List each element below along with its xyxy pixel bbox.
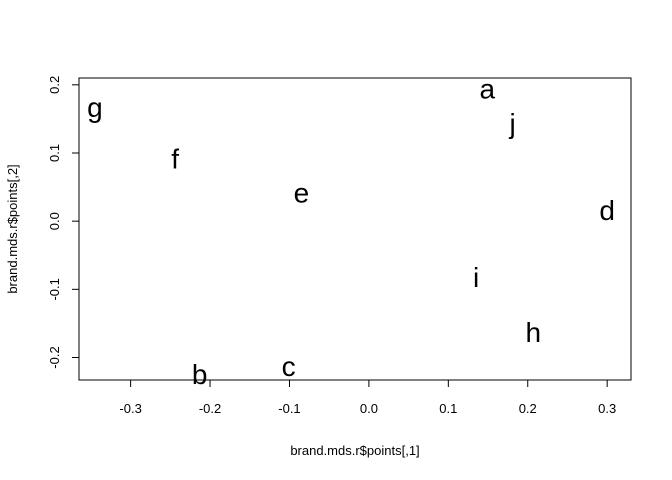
- y-tick-label: 0.0: [47, 212, 62, 230]
- point-label-h: h: [526, 317, 542, 348]
- x-tick-label: -0.3: [119, 401, 141, 416]
- x-tick-label: 0.3: [598, 401, 616, 416]
- y-tick-label: -0.2: [47, 346, 62, 368]
- x-tick-label: 0.0: [360, 401, 378, 416]
- point-label-e: e: [294, 178, 310, 209]
- x-tick-label: -0.1: [278, 401, 300, 416]
- plot-frame: [78, 77, 632, 381]
- y-axis: -0.2 -0.1 0.0 0.1 0.2: [47, 76, 80, 369]
- point-label-i: i: [473, 262, 479, 293]
- point-label-d: d: [599, 195, 615, 226]
- point-label-c: c: [282, 351, 296, 382]
- x-tick-label: 0.1: [439, 401, 457, 416]
- point-label-b: b: [192, 359, 208, 390]
- point-label-a: a: [479, 73, 495, 104]
- point-labels: a b c d e f g h i j: [87, 73, 615, 390]
- x-axis: -0.3 -0.2 -0.1 0.0 0.1 0.2 0.3: [119, 379, 616, 416]
- y-tick-label: 0.1: [47, 144, 62, 162]
- y-tick-label: 0.2: [47, 76, 62, 94]
- x-tick-label: -0.2: [199, 401, 221, 416]
- point-label-j: j: [509, 108, 516, 139]
- x-tick-label: 0.2: [519, 401, 537, 416]
- point-label-f: f: [171, 144, 179, 175]
- y-axis-title: brand.mds.r$points[,2]: [5, 164, 20, 293]
- y-tick-label: -0.1: [47, 278, 62, 300]
- point-label-g: g: [87, 92, 103, 123]
- x-axis-title: brand.mds.r$points[,1]: [290, 443, 419, 458]
